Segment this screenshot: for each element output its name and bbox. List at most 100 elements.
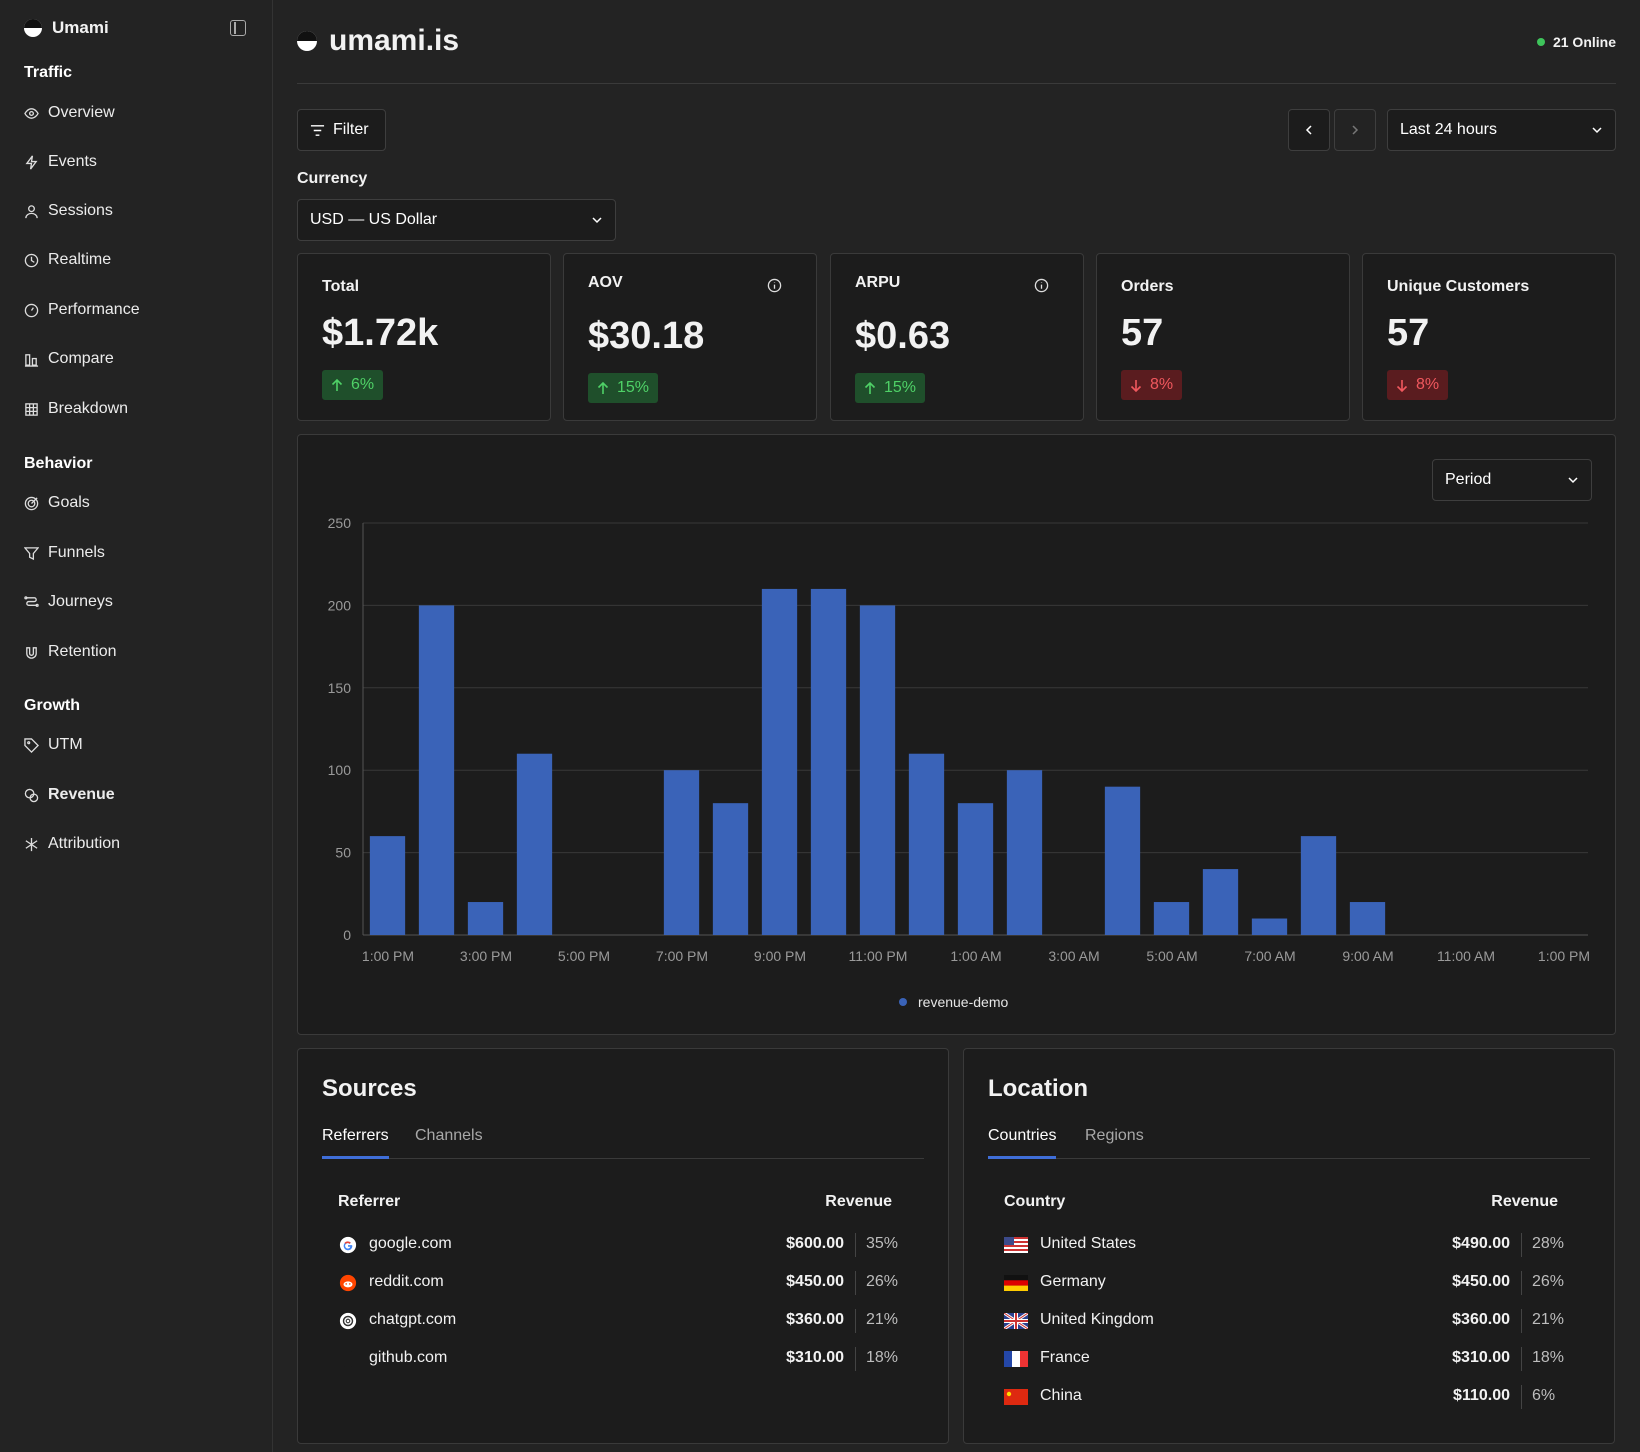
brand[interactable]: Umami: [24, 18, 109, 38]
sidebar-item-label: Overview: [48, 104, 115, 121]
tab-regions[interactable]: Regions: [1085, 1127, 1144, 1144]
sidebar-item-revenue[interactable]: Revenue: [24, 783, 115, 807]
chart-bar: [1104, 786, 1141, 935]
country-percent: 28%: [1532, 1235, 1565, 1252]
sidebar-item-utm[interactable]: UTM: [24, 733, 83, 757]
google-icon: [339, 1236, 357, 1254]
sidebar-item-funnels[interactable]: Funnels: [24, 541, 105, 565]
metric-change-badge: 15%: [588, 373, 659, 403]
chart-bar: [761, 588, 798, 935]
sidebar-collapse-icon[interactable]: [230, 20, 246, 36]
table-row[interactable]: github.com $310.00 18%: [338, 1347, 908, 1371]
arrow-down-icon: [1396, 379, 1408, 392]
tab-channels[interactable]: Channels: [415, 1127, 483, 1144]
chevron-down-icon: [1568, 477, 1578, 484]
prev-period-button[interactable]: [1288, 109, 1330, 151]
sidebar-item-label: Journeys: [48, 593, 113, 610]
date-range-select[interactable]: Last 24 hours: [1387, 109, 1616, 151]
flag-de-icon: [1004, 1275, 1028, 1291]
target-icon: [24, 496, 39, 510]
referrer-name: chatgpt.com: [369, 1311, 457, 1328]
github-icon: [339, 1350, 357, 1368]
sidebar-item-label: Sessions: [48, 202, 113, 219]
revenue-bar-chart: 0 50 100 150 200 250 1:00 PM 3:00 PM 5:00 PM 7:00…: [328, 515, 1590, 1010]
sidebar-item-attribution[interactable]: Attribution: [24, 832, 120, 856]
table-row[interactable]: chatgpt.com $360.00 21%: [338, 1309, 908, 1333]
y-tick-label: 250: [328, 515, 352, 531]
table-row[interactable]: China $110.00 6%: [1004, 1385, 1574, 1409]
metric-value: $1.72k: [322, 312, 439, 354]
table-row[interactable]: reddit.com $450.00 26%: [338, 1271, 908, 1295]
chart-bar: [1251, 918, 1288, 935]
page-header: umami.is 21 Online: [297, 20, 1616, 84]
sidebar-item-label: Breakdown: [48, 400, 129, 417]
arrow-down-icon: [1130, 379, 1142, 392]
currency-label: Currency: [297, 170, 368, 187]
table-row[interactable]: France $310.00 18%: [1004, 1347, 1574, 1371]
sidebar-item-sessions[interactable]: Sessions: [24, 199, 113, 223]
next-period-button[interactable]: [1334, 109, 1376, 151]
arrow-up-icon: [864, 381, 876, 394]
filter-label: Filter: [333, 121, 369, 138]
revenue-chart-card: 0 50 100 150 200 250 1:00 PM 3:00 PM 5:00 PM 7:00…: [297, 434, 1616, 1035]
sidebar-item-journeys[interactable]: Journeys: [24, 590, 113, 614]
sidebar-item-events[interactable]: Events: [24, 150, 97, 174]
table-row[interactable]: United States $490.00 28%: [1004, 1233, 1574, 1257]
divider: [855, 1233, 856, 1257]
x-tick-label: 5:00 AM: [1146, 948, 1197, 964]
tag-icon: [24, 737, 39, 753]
sidebar-item-breakdown[interactable]: Breakdown: [24, 397, 128, 421]
chart-bar: [1202, 869, 1239, 935]
clock-icon: [24, 253, 39, 267]
chart-bar: [1006, 770, 1043, 935]
info-icon[interactable]: [1034, 278, 1049, 293]
country-name: Germany: [1040, 1273, 1106, 1290]
table-row[interactable]: Germany $450.00 26%: [1004, 1271, 1574, 1295]
magnet-icon: [26, 646, 37, 659]
column-header-revenue: Revenue: [825, 1193, 892, 1210]
sidebar-item-realtime[interactable]: Realtime: [24, 248, 111, 272]
metric-value: $0.63: [855, 315, 951, 357]
x-tick-label: 9:00 PM: [754, 948, 806, 964]
sidebar-item-compare[interactable]: Compare: [24, 347, 114, 371]
sidebar-item-overview[interactable]: Overview: [24, 101, 115, 125]
referrer-percent: 26%: [866, 1273, 899, 1290]
tab-referrers[interactable]: Referrers: [322, 1127, 389, 1159]
chart-bar: [1300, 836, 1337, 935]
country-percent: 26%: [1532, 1273, 1565, 1290]
sidebar-item-retention[interactable]: Retention: [24, 640, 117, 664]
x-tick-label: 7:00 PM: [656, 948, 708, 964]
chart-bar: [369, 836, 406, 935]
x-tick-label: 11:00 AM: [1437, 948, 1495, 964]
metric-change-badge: 8%: [1387, 370, 1449, 400]
sidebar-item-label: Realtime: [48, 251, 112, 268]
sidebar-item-goals[interactable]: Goals: [24, 491, 90, 515]
metric-change: 15%: [884, 379, 917, 396]
chart-bar: [810, 588, 847, 935]
referrer-percent: 21%: [866, 1311, 899, 1328]
country-percent: 21%: [1532, 1311, 1565, 1328]
sidebar-item-performance[interactable]: Performance: [24, 298, 140, 322]
divider: [855, 1309, 856, 1333]
referrer-revenue: $450.00: [786, 1273, 844, 1290]
section-growth: Growth: [24, 697, 80, 714]
period-select[interactable]: Period: [1432, 459, 1592, 501]
sources-title: Sources: [322, 1075, 417, 1102]
x-tick-label: 3:00 AM: [1048, 948, 1099, 964]
country-name: France: [1040, 1349, 1090, 1366]
legend-label: revenue-demo: [918, 994, 1008, 1010]
chart-bar: [908, 753, 945, 935]
currency-select[interactable]: USD — US Dollar: [297, 199, 616, 241]
info-icon[interactable]: [767, 278, 782, 293]
metric-value: 57: [1387, 312, 1430, 354]
table-row[interactable]: United Kingdom $360.00 21%: [1004, 1309, 1574, 1333]
table-row[interactable]: google.com $600.00 35%: [338, 1233, 908, 1257]
tab-countries[interactable]: Countries: [988, 1127, 1057, 1159]
sidebar-item-label: Funnels: [48, 544, 105, 561]
country-percent: 18%: [1532, 1349, 1565, 1366]
country-revenue: $450.00: [1452, 1273, 1510, 1290]
filter-button[interactable]: Filter: [297, 109, 386, 151]
sources-tabs: Referrers Channels: [322, 1127, 924, 1159]
section-traffic: Traffic: [24, 64, 73, 81]
flag-fr-icon: [1004, 1351, 1028, 1367]
